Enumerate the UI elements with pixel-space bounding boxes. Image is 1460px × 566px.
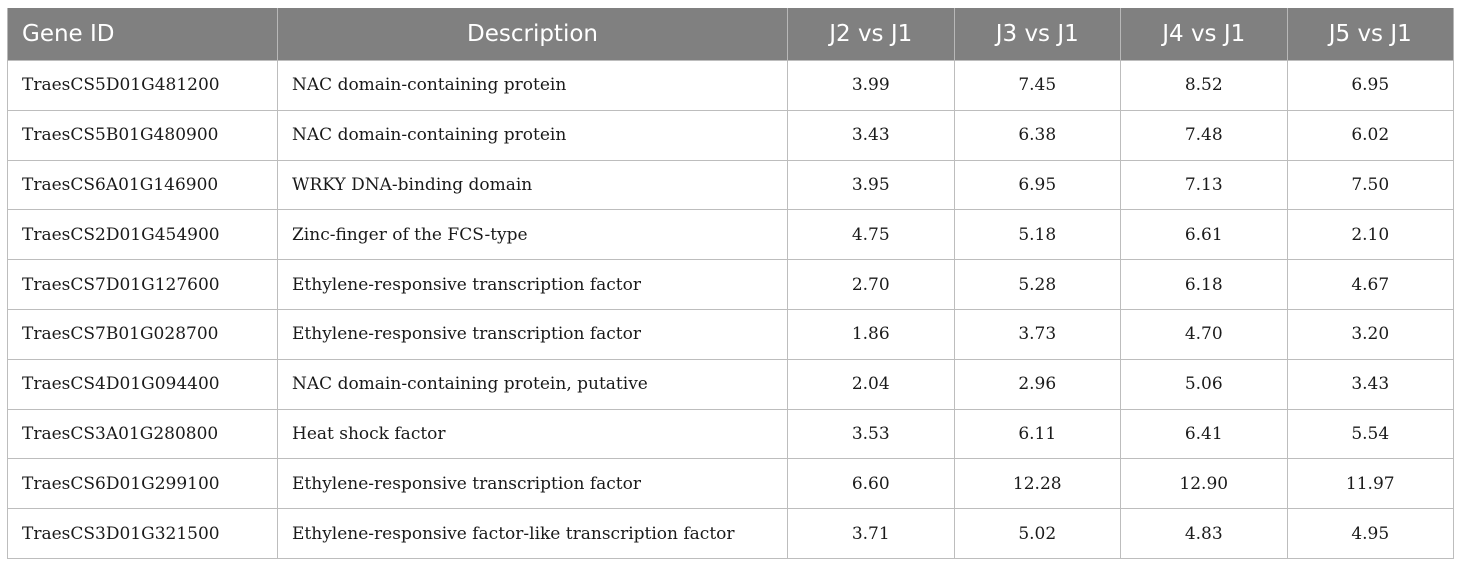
table-row: TraesCS5D01G481200 NAC domain-containing … xyxy=(7,60,1454,111)
j5-vs-j1-cell: 5.54 xyxy=(1286,408,1454,460)
gene-id-cell: TraesCS4D01G094400 xyxy=(7,358,278,410)
j3-vs-j1-cell: 6.38 xyxy=(953,109,1121,161)
j4-vs-j1-cell: 7.48 xyxy=(1120,109,1288,161)
header-description: Description xyxy=(277,8,788,61)
description-cell: Ethylene-responsive transcription factor xyxy=(277,308,788,360)
table-row: TraesCS3A01G280800 Heat shock factor 3.53 6… xyxy=(7,408,1454,460)
j2-vs-j1-cell: 3.43 xyxy=(787,109,955,161)
j4-vs-j1-cell: 12.90 xyxy=(1120,458,1288,510)
description-cell: Ethylene-responsive transcription factor xyxy=(277,259,788,310)
table-row: TraesCS7D01G127600 Ethylene-responsive tr… xyxy=(7,259,1454,310)
j4-vs-j1-cell: 7.13 xyxy=(1120,159,1288,211)
j5-vs-j1-cell: 6.95 xyxy=(1286,60,1454,111)
gene-id-cell: TraesCS6A01G146900 xyxy=(7,159,278,211)
gene-id-cell: TraesCS3D01G321500 xyxy=(7,508,278,559)
j5-vs-j1-cell: 2.10 xyxy=(1286,209,1454,261)
j5-vs-j1-cell: 3.20 xyxy=(1286,308,1454,360)
j3-vs-j1-cell: 5.28 xyxy=(953,259,1121,310)
j2-vs-j1-cell: 3.95 xyxy=(787,159,955,211)
j2-vs-j1-cell: 1.86 xyxy=(787,308,955,360)
gene-id-cell: TraesCS6D01G299100 xyxy=(7,458,278,510)
table-row: TraesCS3D01G321500 Ethylene-responsive fa… xyxy=(7,508,1454,559)
description-cell: Heat shock factor xyxy=(277,408,788,460)
table-row: TraesCS4D01G094400 NAC domain-containing … xyxy=(7,358,1454,410)
description-cell: WRKY DNA-binding domain xyxy=(277,159,788,211)
j2-vs-j1-cell: 4.75 xyxy=(787,209,955,261)
gene-id-cell: TraesCS5B01G480900 xyxy=(7,109,278,161)
header-j5-vs-j1: J5 vs J1 xyxy=(1286,8,1454,61)
description-cell: NAC domain-containing protein, putative xyxy=(277,358,788,410)
table-row: TraesCS6D01G299100 Ethylene-responsive tr… xyxy=(7,458,1454,510)
header-j4-vs-j1: J4 vs J1 xyxy=(1120,8,1288,61)
j5-vs-j1-cell: 4.95 xyxy=(1286,508,1454,559)
j2-vs-j1-cell: 2.70 xyxy=(787,259,955,310)
description-cell: Ethylene-responsive transcription factor xyxy=(277,458,788,510)
j3-vs-j1-cell: 12.28 xyxy=(953,458,1121,510)
j5-vs-j1-cell: 4.67 xyxy=(1286,259,1454,310)
table-row: TraesCS6A01G146900 WRKY DNA-binding domai… xyxy=(7,159,1454,211)
j4-vs-j1-cell: 5.06 xyxy=(1120,358,1288,410)
description-cell: Ethylene-responsive factor-like transcri… xyxy=(277,508,788,559)
j5-vs-j1-cell: 3.43 xyxy=(1286,358,1454,410)
gene-id-cell: TraesCS7D01G127600 xyxy=(7,259,278,310)
data-table-container: Gene ID Description J2 vs J1 J3 vs J1 J4… xyxy=(7,8,1454,559)
j4-vs-j1-cell: 4.83 xyxy=(1120,508,1288,559)
table-body: TraesCS5D01G481200 NAC domain-containing … xyxy=(7,60,1454,559)
header-j3-vs-j1: J3 vs J1 xyxy=(953,8,1121,61)
j5-vs-j1-cell: 7.50 xyxy=(1286,159,1454,211)
j2-vs-j1-cell: 3.71 xyxy=(787,508,955,559)
table-row: TraesCS5B01G480900 NAC domain-containing … xyxy=(7,109,1454,161)
j4-vs-j1-cell: 6.18 xyxy=(1120,259,1288,310)
j2-vs-j1-cell: 2.04 xyxy=(787,358,955,410)
j4-vs-j1-cell: 6.41 xyxy=(1120,408,1288,460)
table-row: TraesCS2D01G454900 Zinc-finger of the FCS… xyxy=(7,209,1454,261)
header-j2-vs-j1: J2 vs J1 xyxy=(787,8,955,61)
j3-vs-j1-cell: 5.02 xyxy=(953,508,1121,559)
description-cell: NAC domain-containing protein xyxy=(277,60,788,111)
j5-vs-j1-cell: 11.97 xyxy=(1286,458,1454,510)
j3-vs-j1-cell: 7.45 xyxy=(953,60,1121,111)
j4-vs-j1-cell: 4.70 xyxy=(1120,308,1288,360)
gene-id-cell: TraesCS3A01G280800 xyxy=(7,408,278,460)
j2-vs-j1-cell: 6.60 xyxy=(787,458,955,510)
table-row: TraesCS7B01G028700 Ethylene-responsive tr… xyxy=(7,308,1454,360)
gene-id-cell: TraesCS7B01G028700 xyxy=(7,308,278,360)
j4-vs-j1-cell: 8.52 xyxy=(1120,60,1288,111)
j4-vs-j1-cell: 6.61 xyxy=(1120,209,1288,261)
description-cell: Zinc-finger of the FCS-type xyxy=(277,209,788,261)
gene-id-cell: TraesCS5D01G481200 xyxy=(7,60,278,111)
j2-vs-j1-cell: 3.53 xyxy=(787,408,955,460)
description-cell: NAC domain-containing protein xyxy=(277,109,788,161)
j3-vs-j1-cell: 2.96 xyxy=(953,358,1121,410)
header-gene-id: Gene ID xyxy=(7,8,278,61)
j2-vs-j1-cell: 3.99 xyxy=(787,60,955,111)
gene-expression-table: Gene ID Description J2 vs J1 J3 vs J1 J4… xyxy=(7,8,1454,559)
j3-vs-j1-cell: 3.73 xyxy=(953,308,1121,360)
j3-vs-j1-cell: 5.18 xyxy=(953,209,1121,261)
table-header-row: Gene ID Description J2 vs J1 J3 vs J1 J4… xyxy=(7,8,1454,61)
j5-vs-j1-cell: 6.02 xyxy=(1286,109,1454,161)
j3-vs-j1-cell: 6.11 xyxy=(953,408,1121,460)
gene-id-cell: TraesCS2D01G454900 xyxy=(7,209,278,261)
j3-vs-j1-cell: 6.95 xyxy=(953,159,1121,211)
